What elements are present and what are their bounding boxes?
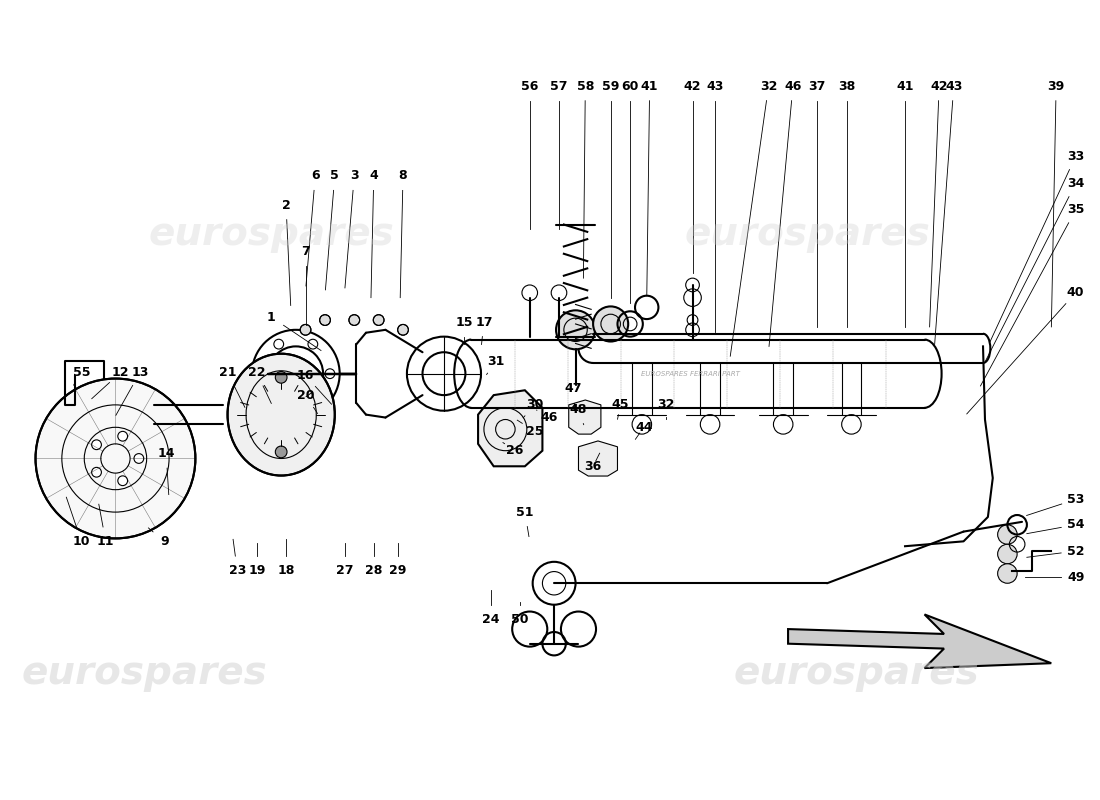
Circle shape — [398, 325, 408, 335]
Text: 17: 17 — [475, 315, 493, 329]
Circle shape — [91, 467, 101, 477]
Circle shape — [998, 525, 1018, 544]
Text: 42: 42 — [684, 80, 702, 93]
Circle shape — [275, 371, 287, 383]
Text: 26: 26 — [506, 444, 524, 457]
Circle shape — [91, 440, 101, 450]
Text: 6: 6 — [311, 170, 320, 182]
Text: 32: 32 — [760, 80, 778, 93]
Circle shape — [118, 431, 128, 441]
Text: 3: 3 — [350, 170, 359, 182]
Text: eurospares: eurospares — [148, 215, 394, 254]
Circle shape — [349, 314, 360, 326]
Circle shape — [35, 378, 196, 538]
Text: eurospares: eurospares — [22, 654, 267, 692]
Circle shape — [593, 306, 628, 342]
Text: 50: 50 — [512, 613, 529, 626]
Circle shape — [998, 544, 1018, 564]
Text: 55: 55 — [73, 366, 90, 379]
Text: 31: 31 — [487, 354, 504, 367]
Text: 32: 32 — [658, 398, 675, 411]
Text: 24: 24 — [482, 613, 499, 626]
Text: 57: 57 — [550, 80, 568, 93]
Circle shape — [998, 564, 1018, 583]
Text: 21: 21 — [219, 366, 236, 379]
Text: 59: 59 — [602, 80, 619, 93]
Text: 43: 43 — [706, 80, 724, 93]
Text: EUROSPARES FERRARI PART: EUROSPARES FERRARI PART — [641, 370, 740, 377]
Circle shape — [557, 310, 595, 350]
Text: 18: 18 — [277, 564, 295, 577]
Text: 28: 28 — [365, 564, 383, 577]
Circle shape — [320, 314, 330, 326]
Text: 45: 45 — [612, 398, 629, 411]
Text: 53: 53 — [1067, 493, 1085, 506]
Text: 30: 30 — [526, 398, 543, 411]
Circle shape — [134, 454, 144, 463]
Text: 34: 34 — [1067, 177, 1085, 190]
Text: 1: 1 — [267, 310, 276, 324]
Text: 11: 11 — [97, 535, 114, 548]
Text: 14: 14 — [157, 447, 175, 460]
Text: 13: 13 — [131, 366, 149, 379]
Text: 25: 25 — [526, 425, 543, 438]
Text: 9: 9 — [160, 535, 168, 548]
Circle shape — [275, 446, 287, 458]
Text: 56: 56 — [521, 80, 538, 93]
Text: 58: 58 — [576, 80, 594, 93]
Text: 23: 23 — [229, 564, 246, 577]
Text: 42: 42 — [931, 80, 948, 93]
Circle shape — [373, 314, 384, 326]
Text: 4: 4 — [370, 170, 378, 182]
Text: eurospares: eurospares — [734, 654, 979, 692]
Ellipse shape — [228, 354, 334, 475]
Circle shape — [284, 362, 308, 386]
Text: 41: 41 — [896, 80, 914, 93]
Text: 19: 19 — [249, 564, 265, 577]
Polygon shape — [788, 614, 1052, 668]
Text: 29: 29 — [389, 564, 407, 577]
Text: 5: 5 — [330, 170, 339, 182]
Text: 27: 27 — [336, 564, 353, 577]
Text: 48: 48 — [570, 403, 587, 416]
Text: 16: 16 — [297, 369, 315, 382]
Circle shape — [118, 476, 128, 486]
Text: 51: 51 — [516, 506, 534, 518]
Text: 60: 60 — [621, 80, 639, 93]
Circle shape — [300, 325, 311, 335]
Text: 39: 39 — [1047, 80, 1065, 93]
Text: 7: 7 — [301, 246, 310, 258]
Polygon shape — [478, 390, 542, 466]
Text: 37: 37 — [808, 80, 826, 93]
Text: 38: 38 — [838, 80, 855, 93]
Text: 35: 35 — [1067, 203, 1085, 217]
Text: 22: 22 — [249, 366, 265, 379]
Text: 36: 36 — [584, 460, 602, 473]
Text: 2: 2 — [282, 198, 290, 211]
Text: 52: 52 — [1067, 545, 1085, 558]
Text: 41: 41 — [641, 80, 659, 93]
Text: 33: 33 — [1067, 150, 1085, 163]
Text: 20: 20 — [297, 389, 315, 402]
Text: 47: 47 — [565, 382, 582, 395]
Text: 49: 49 — [1067, 571, 1085, 584]
Text: 43: 43 — [945, 80, 962, 93]
Polygon shape — [579, 441, 617, 476]
Text: 46: 46 — [540, 411, 558, 424]
Text: 12: 12 — [111, 366, 129, 379]
Text: 8: 8 — [398, 170, 407, 182]
Text: 40: 40 — [1067, 286, 1085, 299]
Text: 44: 44 — [635, 421, 652, 434]
Text: 10: 10 — [73, 535, 90, 548]
Text: 54: 54 — [1067, 518, 1085, 531]
Text: 46: 46 — [784, 80, 802, 93]
Polygon shape — [569, 400, 601, 434]
Text: eurospares: eurospares — [684, 215, 931, 254]
Text: 15: 15 — [455, 315, 473, 329]
